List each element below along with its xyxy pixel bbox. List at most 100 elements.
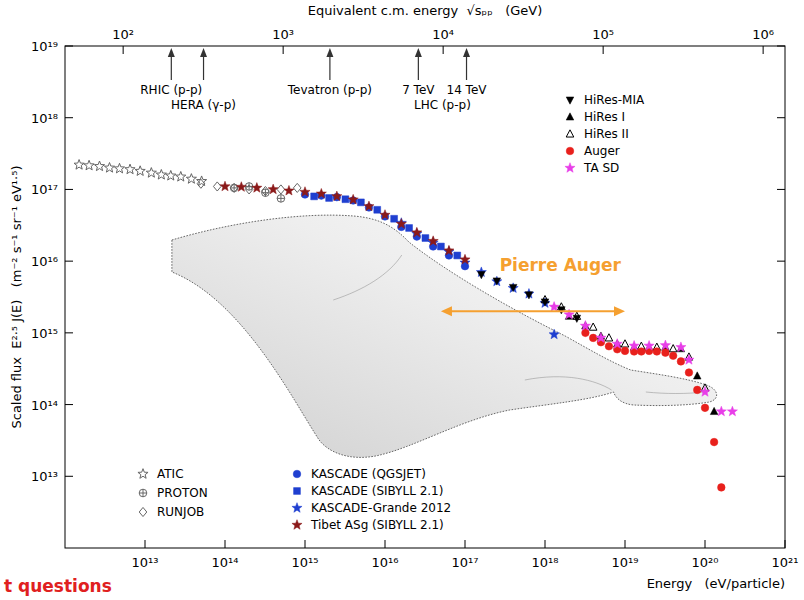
data-point [549,329,559,339]
legend-label: HiRes II [584,127,629,141]
data-point [104,163,114,173]
accelerator-label: HERA (γ-p) [171,98,236,112]
data-point [573,312,581,319]
accelerator-label: Tevatron (p-p) [287,83,372,97]
y-tick-right [777,476,785,477]
series-points [396,218,559,339]
data-point [412,227,422,237]
data-point [293,183,301,192]
data-point [197,179,205,188]
legend-marker [293,470,301,478]
y-tick-right [777,117,785,118]
legend-label: PROTON [157,486,208,500]
accelerator-arrow [203,55,204,80]
data-point [525,292,533,299]
data-point [422,235,429,242]
data-group [74,160,737,492]
x-tick-label: 10¹⁵ [292,555,319,570]
data-point [374,206,381,213]
data-point [114,163,124,173]
x-tick-label: 10¹⁸ [532,555,559,570]
legend-label: KASCADE (QGSJET) [311,467,426,481]
series-points [230,183,284,203]
data-point [508,283,518,293]
x-tick [625,540,626,548]
series-points [311,193,461,259]
legend-label: ATIC [157,467,184,481]
range-arrowhead [441,306,452,316]
data-point [326,195,333,202]
x-tick [225,540,226,548]
data-point [316,188,326,198]
x2-tick-label: 10³ [272,27,294,42]
x-tick [465,540,466,548]
y-tick [65,476,73,477]
data-point [653,348,661,356]
y-tick-label: 10¹⁹ [31,39,58,54]
axes: 10¹³10¹⁴10¹⁵10¹⁶10¹⁷10¹⁸10¹⁹10¹³10¹⁴10¹⁵… [31,27,798,570]
legend-marker [139,489,147,497]
series-points [541,296,709,392]
data-point [348,194,358,204]
data-point [156,169,166,179]
data-point [580,321,590,331]
x2-tick [603,46,604,54]
y-tick [65,117,73,118]
legend-label: KASCADE (SIBYLL 2.1) [311,484,443,498]
data-point [396,218,406,228]
data-point [478,272,486,279]
data-point [589,334,597,342]
data-point [236,182,246,192]
data-point [444,245,454,255]
data-point [612,339,622,349]
data-point [437,243,444,250]
data-point [727,406,737,416]
x2-tick [763,46,764,54]
accelerator-arrowhead [463,48,470,57]
data-point [710,438,718,446]
data-point [396,219,406,229]
data-point [268,184,278,194]
data-point [364,201,374,211]
data-point [621,340,629,347]
data-point [684,355,694,365]
x-tick [305,540,306,548]
accelerator-arrow [329,55,330,80]
legend-marker [566,97,574,104]
data-point [558,303,566,310]
legend-marker [566,147,574,155]
legend-marker [566,130,574,137]
accelerator-label: 14 TeV [447,83,488,97]
series-points [549,302,737,416]
legend-label: TA SD [583,161,619,175]
legend-marker [292,520,302,530]
x-tick [705,540,706,548]
range-annotation: Pierre Auger [441,255,625,316]
legend-marker [139,507,147,516]
accelerator-label: 7 TeV [402,83,435,97]
y-tick-label: 10¹³ [31,469,58,484]
y-tick-right [777,332,785,333]
data-point [84,160,94,170]
data-point [252,183,262,193]
data-point [146,168,156,178]
legend-label: HiRes-MIA [584,93,645,107]
accelerator-arrowhead [200,48,207,57]
x2-tick-label: 10⁴ [432,27,454,42]
leg-drawing [172,215,717,457]
x-tick [545,540,546,548]
data-point [460,254,470,264]
data-point [524,289,534,299]
data-point [332,191,342,201]
series-points [478,272,581,323]
accelerator-arrow [171,55,172,80]
legend: ATICPROTONRUNJOBKASCADE (QGSJET)KASCADE … [138,93,645,532]
data-point [693,386,701,394]
legend-marker [565,163,575,173]
legend-marker [138,469,148,479]
x-tick-label: 10¹⁴ [212,555,239,570]
data-point [311,193,318,200]
y-axis-title: Scaled flux E²·⁵ J(E) (m⁻² s⁻¹ sr⁻¹ eV¹·… [9,166,24,429]
legend-label: Auger [584,144,620,158]
data-point [493,278,501,285]
